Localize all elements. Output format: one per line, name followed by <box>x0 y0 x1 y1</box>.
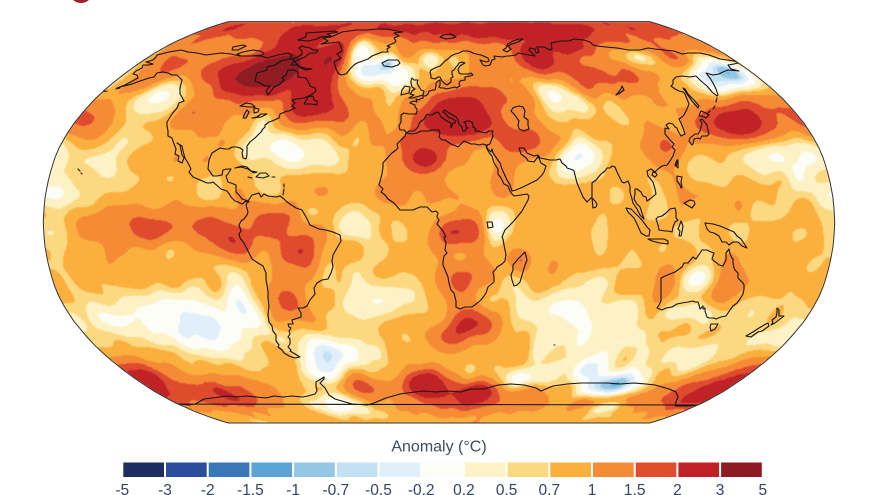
svg-text:5: 5 <box>758 482 767 495</box>
svg-text:0.7: 0.7 <box>539 482 561 495</box>
svg-text:1: 1 <box>588 482 597 495</box>
svg-text:-0.2: -0.2 <box>408 482 435 495</box>
svg-text:0.5: 0.5 <box>496 482 518 495</box>
svg-text:0.2: 0.2 <box>453 482 475 495</box>
svg-text:-1: -1 <box>286 482 300 495</box>
svg-text:-5: -5 <box>115 482 129 495</box>
svg-text:-0.7: -0.7 <box>322 482 349 495</box>
svg-text:Anomaly (°C): Anomaly (°C) <box>391 439 486 456</box>
svg-text:-3: -3 <box>158 482 172 495</box>
svg-text:-1.5: -1.5 <box>237 482 264 495</box>
svg-text:2: 2 <box>673 482 682 495</box>
svg-text:-2: -2 <box>201 482 215 495</box>
svg-text:3: 3 <box>716 482 725 495</box>
svg-text:1.5: 1.5 <box>624 482 646 495</box>
svg-text:-0.5: -0.5 <box>365 482 392 495</box>
